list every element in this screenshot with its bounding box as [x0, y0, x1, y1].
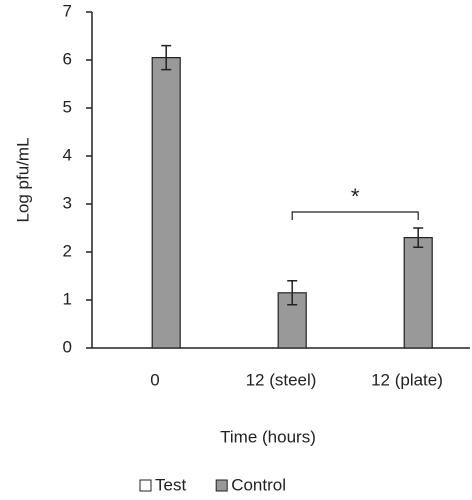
legend-label: Test	[155, 475, 186, 494]
x-tick-label: 0	[150, 370, 159, 389]
significance-bracket	[291, 211, 419, 220]
bar	[151, 56, 181, 349]
x-axis-label: Time (hours)	[220, 427, 316, 446]
legend-swatch	[215, 479, 228, 492]
y-tick-label: 0	[63, 337, 72, 356]
x-tick-label: 12 (plate)	[371, 370, 443, 389]
error-bar	[413, 227, 424, 248]
y-tick-label: 5	[63, 97, 72, 116]
error-bar	[161, 44, 172, 71]
error-bar	[287, 280, 298, 306]
x-tick-label: 12 (steel)	[246, 370, 317, 389]
bar	[403, 237, 433, 349]
legend-label: Control	[231, 475, 286, 494]
y-tick-label: 2	[63, 241, 72, 260]
y-tick-label: 6	[63, 49, 72, 68]
y-tick-label: 4	[63, 145, 72, 164]
y-axis-label: Log pfu/mL	[13, 137, 32, 222]
y-tick-label: 1	[63, 289, 72, 308]
y-tick-label: 3	[63, 193, 72, 212]
legend-swatch	[139, 479, 152, 492]
annotation: *	[351, 184, 360, 209]
bar	[277, 292, 307, 349]
y-tick-label: 7	[63, 1, 72, 20]
